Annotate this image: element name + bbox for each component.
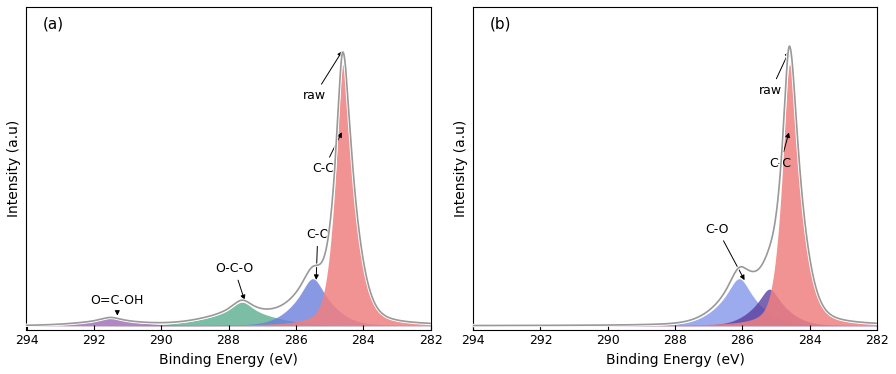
Text: C-O: C-O [306,228,330,279]
Text: C-C: C-C [313,133,341,175]
Text: C-O: C-O [705,223,744,279]
Text: (b): (b) [489,16,511,32]
Text: O=C-OH: O=C-OH [90,294,144,315]
Text: raw: raw [759,52,788,97]
Y-axis label: Intensity (a.u): Intensity (a.u) [453,120,468,217]
Text: O-C-O: O-C-O [215,262,254,299]
Text: C-C: C-C [770,134,791,170]
X-axis label: Binding Energy (eV): Binding Energy (eV) [159,353,298,367]
Text: raw: raw [303,52,341,102]
Text: (a): (a) [43,16,64,32]
X-axis label: Binding Energy (eV): Binding Energy (eV) [606,353,745,367]
Y-axis label: Intensity (a.u): Intensity (a.u) [7,120,21,217]
